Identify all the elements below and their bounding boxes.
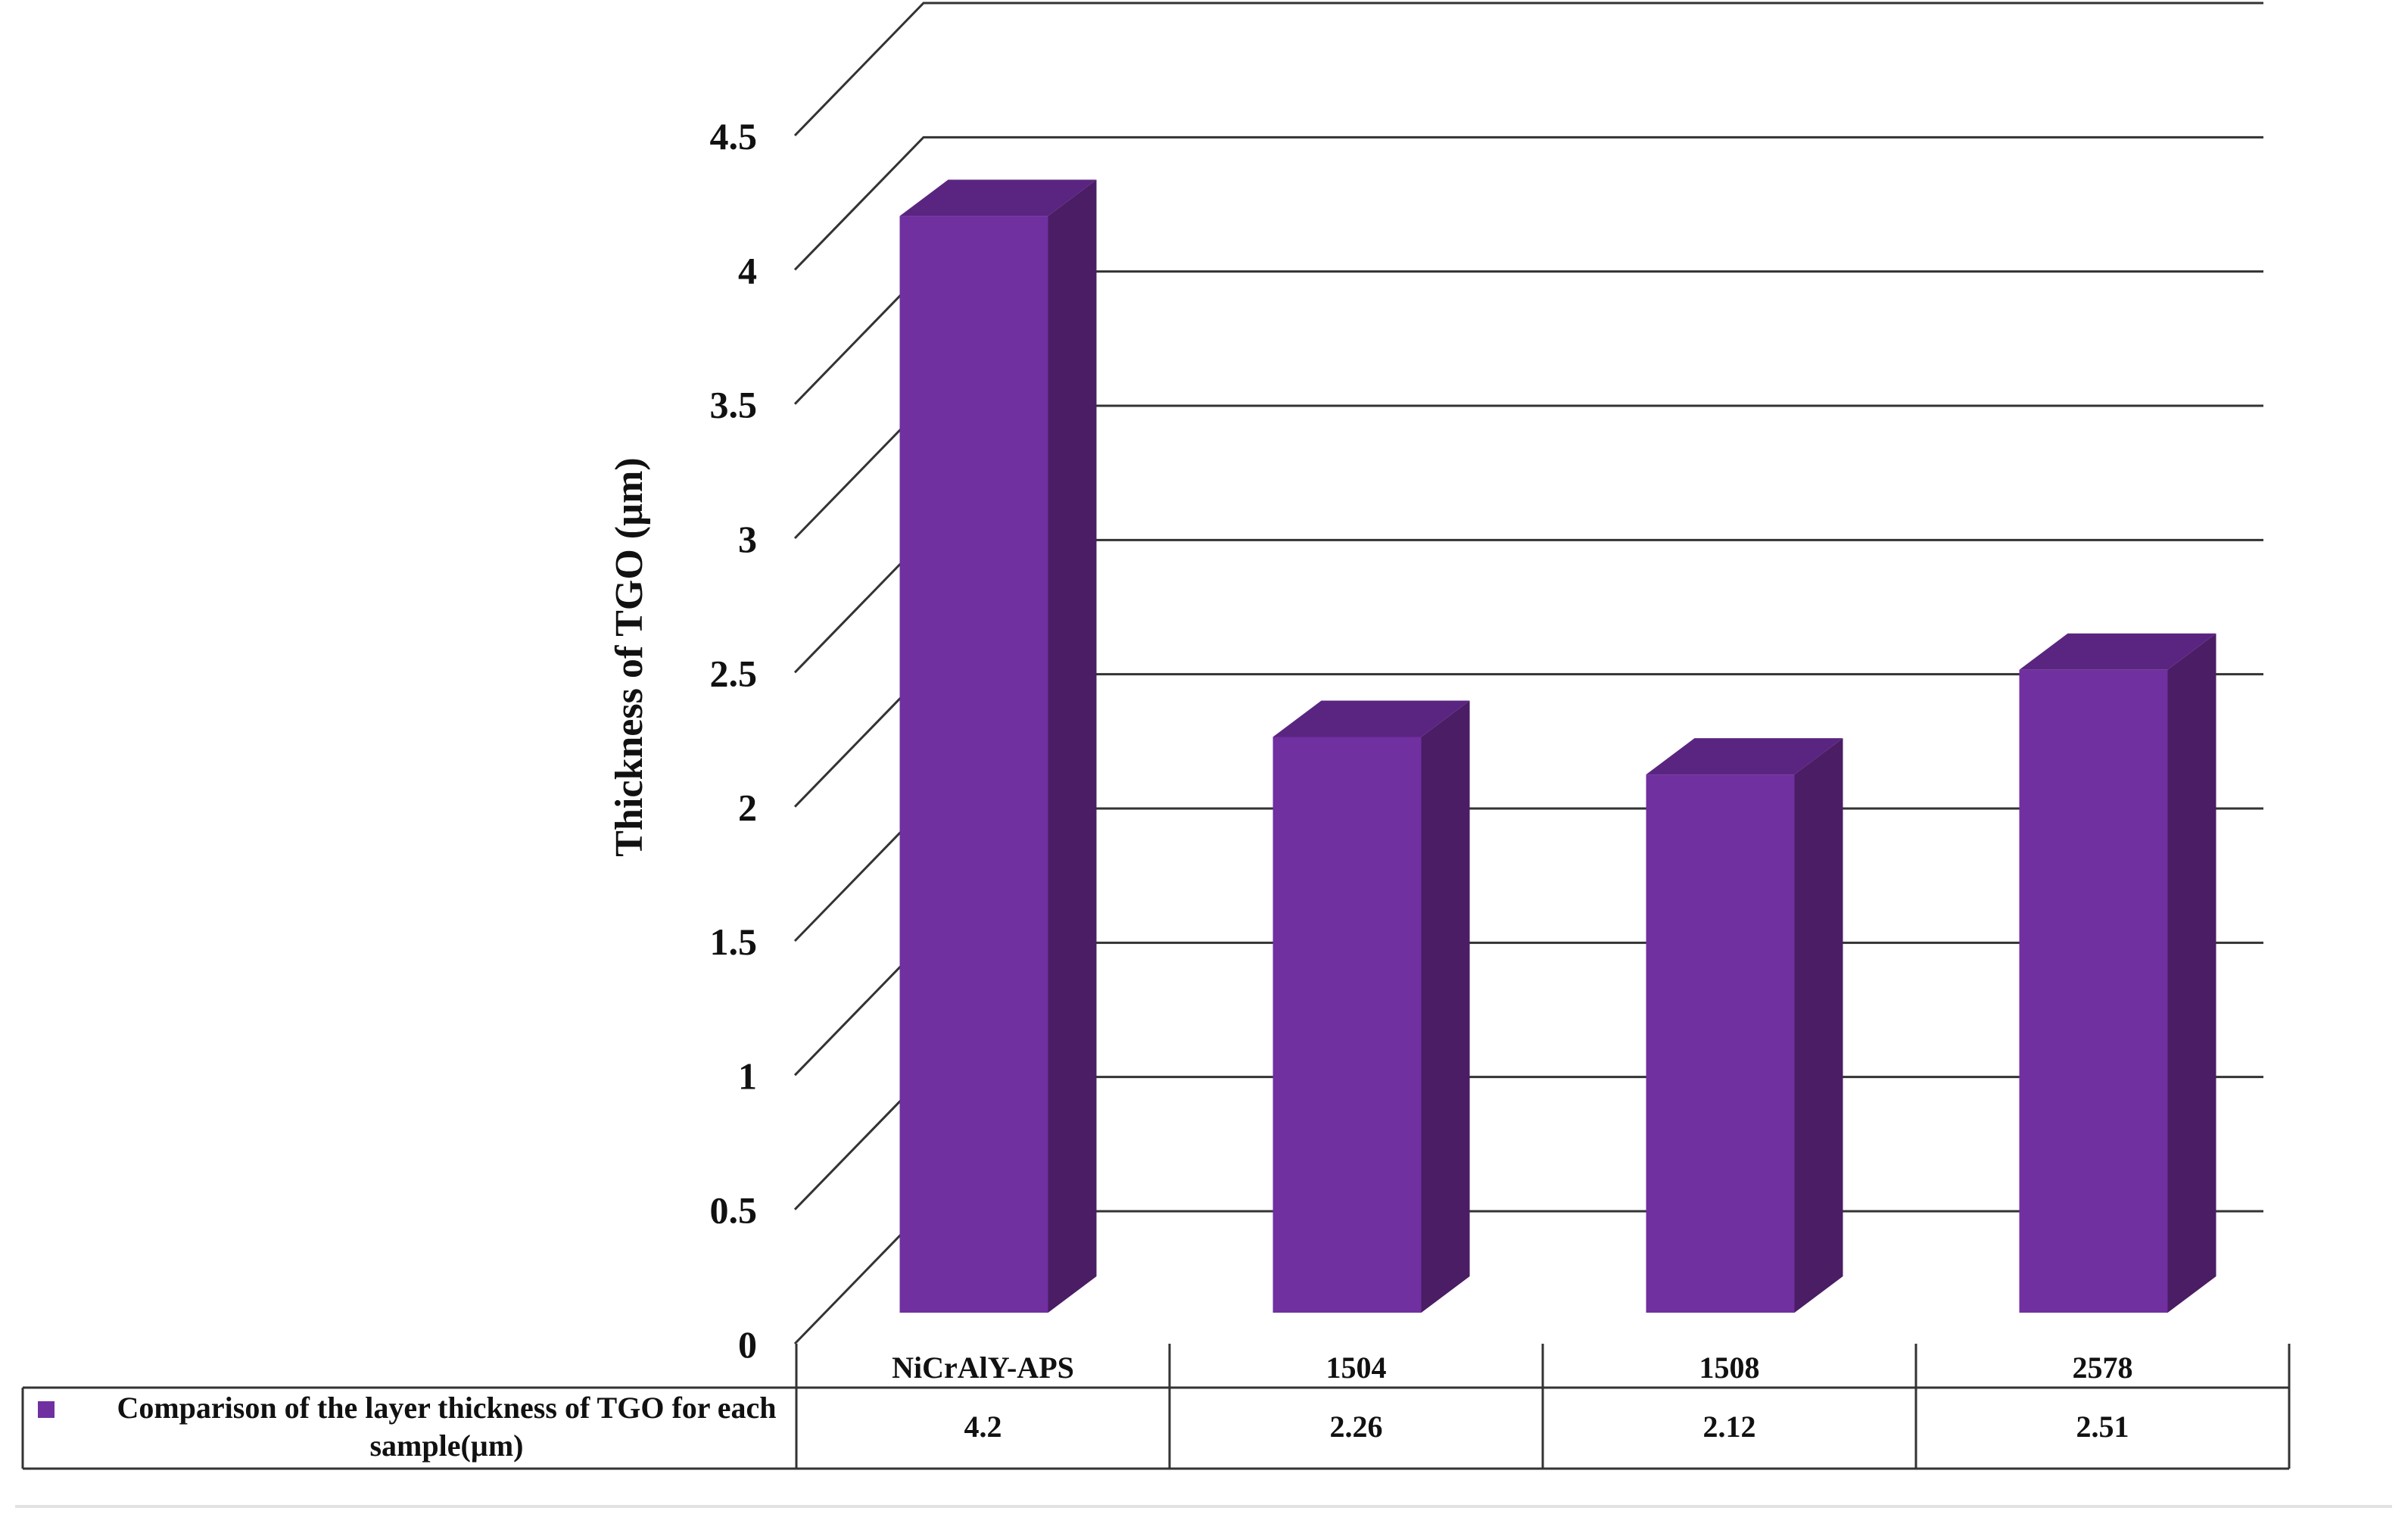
bar-1508 bbox=[1646, 738, 1843, 1313]
bar-NiCrAlY-APS bbox=[899, 179, 1097, 1313]
legend-swatch bbox=[38, 1401, 55, 1418]
gridline bbox=[793, 2, 2263, 137]
y-tick-label: 0 bbox=[738, 1323, 757, 1366]
bar-side bbox=[1048, 179, 1097, 1313]
data-label: 2.12 bbox=[1703, 1410, 1756, 1444]
y-tick-label: 4.5 bbox=[710, 115, 758, 157]
bar-top bbox=[899, 179, 1097, 217]
bar-top bbox=[1273, 700, 1470, 737]
data-label: 2.51 bbox=[2076, 1410, 2129, 1444]
bar-1504 bbox=[1273, 700, 1470, 1313]
y-axis-tick-labels: 0 0.5 1 1.5 2 2.5 3 3.5 4 4.5 bbox=[710, 115, 758, 1366]
bar-front bbox=[899, 216, 1048, 1313]
bar-front bbox=[1273, 737, 1422, 1313]
y-tick-label: 0.5 bbox=[710, 1189, 758, 1232]
bar-2578 bbox=[2019, 633, 2216, 1313]
bar-top bbox=[1646, 738, 1843, 775]
y-tick-label: 3 bbox=[738, 518, 757, 560]
y-tick-label: 1.5 bbox=[710, 921, 758, 963]
y-tick-label: 4 bbox=[738, 249, 757, 291]
y-axis-label: Thickness of TGO (µm) bbox=[608, 457, 651, 856]
y-tick-label: 2.5 bbox=[710, 652, 758, 694]
y-tick-label: 3.5 bbox=[710, 384, 758, 426]
x-tick-label: 2578 bbox=[2073, 1351, 2133, 1385]
x-tick-label: NiCrAlY-APS bbox=[892, 1351, 1074, 1385]
data-label: 4.2 bbox=[964, 1410, 1002, 1444]
y-tick-label: 1 bbox=[738, 1055, 757, 1097]
y-tick-label: 2 bbox=[738, 787, 757, 829]
gridline bbox=[793, 136, 2263, 271]
legend-series-name-line2: sample(µm) bbox=[369, 1429, 523, 1463]
bar-side bbox=[2167, 633, 2216, 1313]
legend-series-name-line1: Comparison of the layer thickness of TGO… bbox=[117, 1391, 776, 1425]
data-label: 2.26 bbox=[1330, 1410, 1383, 1444]
x-tick-label: 1504 bbox=[1326, 1351, 1387, 1385]
x-tick-label: 1508 bbox=[1699, 1351, 1760, 1385]
bar-side bbox=[1794, 738, 1843, 1313]
bar-side bbox=[1421, 700, 1470, 1313]
bar-front bbox=[1646, 774, 1795, 1313]
bar-top bbox=[2019, 633, 2216, 670]
data-table: NiCrAlY-APS 4.2 1504 2.26 1508 2.12 2578 2.51 Co… bbox=[21, 1344, 2291, 1470]
bar-front bbox=[2019, 669, 2168, 1313]
bars bbox=[899, 179, 2216, 1313]
